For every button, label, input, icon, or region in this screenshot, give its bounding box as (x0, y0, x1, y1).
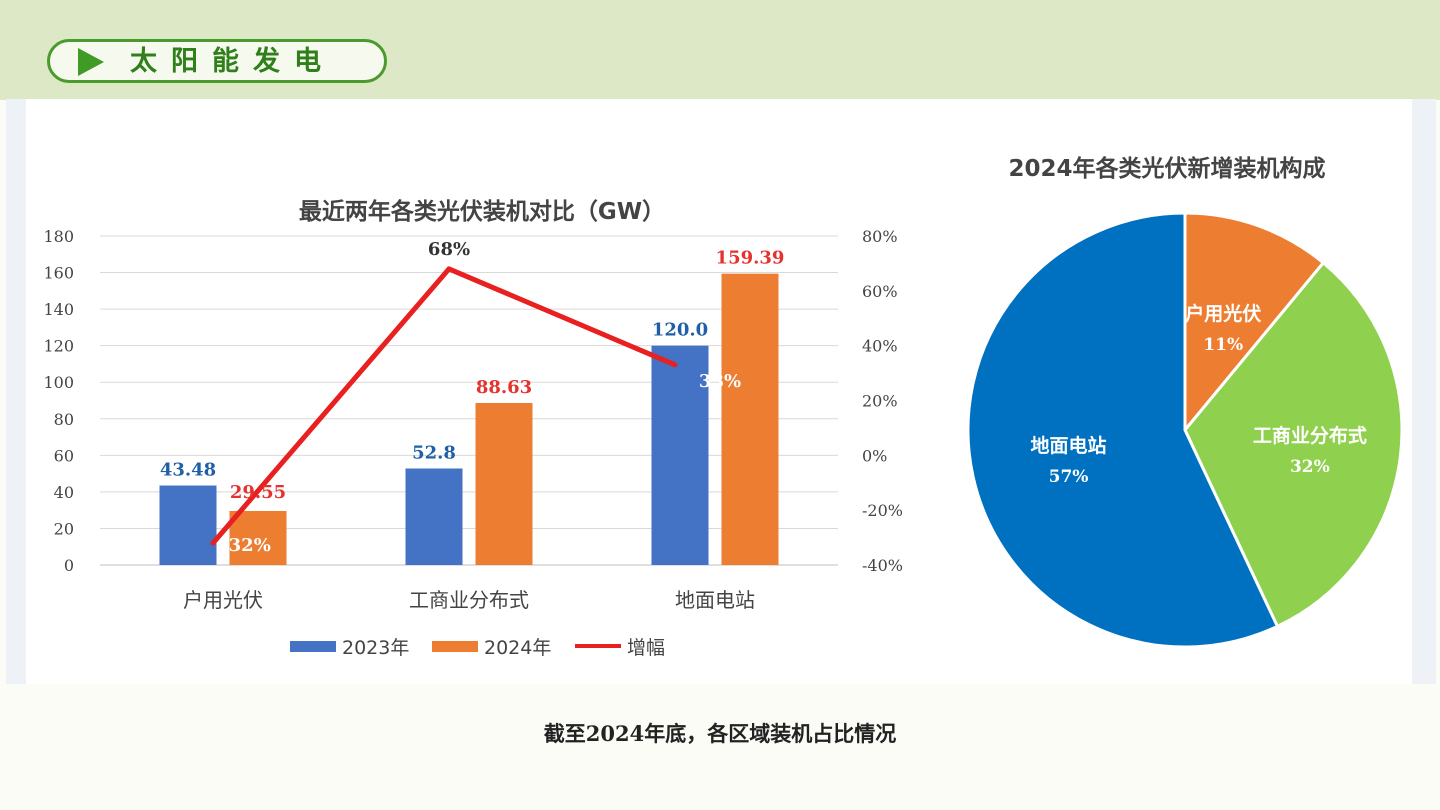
y-tick-label: 40 (54, 483, 74, 502)
legend-swatch (432, 641, 478, 652)
y2-tick-label: 0% (862, 446, 887, 465)
legend-swatch (290, 641, 336, 652)
growth-data-label: 33% (699, 371, 741, 392)
section-tab: 太阳能发电 (47, 39, 387, 83)
pie-slice-label: 工商业分布式 (1253, 424, 1367, 447)
pie-slice-value: 32% (1290, 457, 1330, 477)
y-tick-label: 20 (54, 519, 74, 538)
bar-2023年 (651, 345, 709, 565)
y-tick-label: 140 (43, 300, 74, 319)
pie-slice-value: 11% (1203, 335, 1243, 355)
section-title: 太阳能发电 (130, 46, 335, 77)
y-tick-label: 180 (43, 227, 74, 246)
pie-slice (1183, 211, 1326, 435)
bar-chart: 最近两年各类光伏装机对比（GW） 0 20 40 60 80 100 120 140 160 18… (43, 198, 903, 659)
x-tick-label: 户用光伏 (183, 588, 263, 612)
legend-label: 2024年 (484, 637, 551, 659)
y-tick-label: 120 (43, 337, 74, 356)
y-tick-label: 0 (64, 556, 74, 575)
pie-slice-label: 地面电站 (1031, 434, 1107, 457)
y2-tick-label: 60% (862, 282, 898, 301)
y2-tick-label: -40% (862, 556, 903, 575)
pie-slice (1183, 260, 1404, 629)
pie-slice-value: 57% (1049, 467, 1089, 487)
growth-point (210, 540, 216, 546)
bar-2023年 (405, 468, 463, 565)
bar-chart-title: 最近两年各类光伏装机对比（GW） (299, 198, 665, 225)
y2-tick-label: 20% (862, 392, 898, 411)
bar-data-label: 159.39 (716, 248, 785, 269)
bar-data-label: 29.55 (230, 482, 286, 503)
pie-chart: 2024年各类光伏新增装机构成 户用光伏 11% 工商业分布式 32% 地面电站 57% (966, 155, 1404, 649)
legend-label: 增幅 (627, 637, 665, 659)
y-tick-label: 160 (43, 264, 74, 283)
x-tick-label: 工商业分布式 (409, 588, 529, 612)
panel-border-left (6, 99, 26, 684)
legend-label: 2023年 (342, 637, 409, 659)
y2-tick-label: -20% (862, 501, 903, 520)
bar-data-label: 43.48 (160, 460, 216, 481)
bar-data-label: 120.0 (652, 320, 708, 341)
y-tick-label: 60 (54, 446, 74, 465)
y2-tick-label: 40% (862, 337, 898, 356)
pie-slice (966, 211, 1280, 649)
bar-data-label: 52.8 (412, 442, 456, 463)
growth-data-label: -32% (221, 535, 271, 556)
bar-2024年 (721, 273, 779, 565)
pie-slice-label: 户用光伏 (1185, 302, 1261, 325)
figure-caption: 截至2024年底，各区域装机占比情况 (543, 721, 897, 746)
x-tick-label: 地面电站 (675, 588, 755, 612)
bar-2024年 (229, 510, 287, 565)
bar-2023年 (159, 485, 217, 565)
play-arrow-icon (78, 48, 104, 76)
y-tick-label: 100 (43, 373, 74, 392)
y2-tick-label: 80% (862, 227, 898, 246)
panel-border-right (1412, 99, 1436, 684)
bar-data-label: 88.63 (476, 377, 532, 398)
growth-point (672, 362, 678, 368)
growth-point (446, 266, 452, 272)
pie-chart-title: 2024年各类光伏新增装机构成 (1008, 155, 1325, 182)
growth-data-label: 68% (428, 239, 470, 260)
bar-2024年 (475, 403, 533, 565)
y-tick-label: 80 (54, 410, 74, 429)
